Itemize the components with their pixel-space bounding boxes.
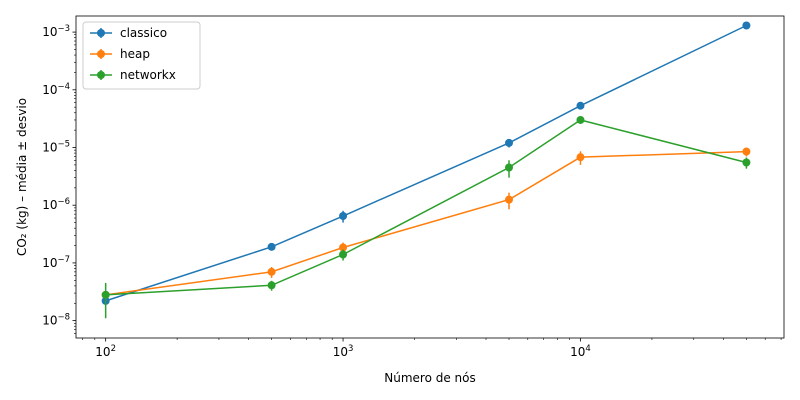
series-networkx bbox=[101, 115, 751, 319]
plot-layer bbox=[101, 21, 751, 319]
data-point bbox=[267, 267, 276, 276]
legend-box bbox=[82, 21, 201, 90]
legend-marker bbox=[97, 50, 105, 58]
series-line-classico bbox=[105, 24, 747, 302]
series-line-networkx bbox=[105, 119, 747, 296]
legend-entry-heap: heap bbox=[90, 47, 150, 61]
y-tick-label: 10−5 bbox=[42, 140, 70, 155]
legend-marker bbox=[97, 71, 105, 79]
legend-entry-classico: classico bbox=[90, 26, 167, 40]
y-tick-label: 10−3 bbox=[42, 24, 70, 39]
series-classico bbox=[101, 21, 751, 305]
legend-label: networkx bbox=[120, 68, 176, 82]
data-point bbox=[339, 212, 348, 221]
data-point bbox=[339, 250, 348, 259]
series-heap bbox=[101, 147, 751, 299]
x-tick-label: 103 bbox=[333, 344, 354, 359]
legend-marker bbox=[97, 29, 105, 37]
legend-label: classico bbox=[120, 26, 167, 40]
y-tick-label: 10−4 bbox=[42, 82, 70, 97]
legend: classico heap networkx bbox=[82, 21, 201, 90]
data-point bbox=[742, 158, 751, 167]
data-point bbox=[505, 138, 514, 147]
data-point bbox=[505, 163, 514, 172]
y-tick-label: 10−8 bbox=[42, 313, 70, 328]
data-point bbox=[339, 243, 348, 252]
y-tick-label: 10−6 bbox=[42, 197, 70, 212]
plot-frame bbox=[75, 15, 785, 339]
data-point bbox=[267, 242, 276, 251]
data-point bbox=[742, 21, 751, 30]
y-tick-label: 10−7 bbox=[42, 255, 70, 270]
data-point bbox=[576, 115, 585, 124]
y-axis-label: CO₂ (kg) – média ± desvio bbox=[15, 98, 29, 256]
data-point bbox=[576, 153, 585, 162]
data-point bbox=[742, 147, 751, 156]
ticks-layer: 102 103 104 10−8 10−7 10−6 10−5 10−4 10−3 bbox=[42, 24, 782, 359]
x-tick-label: 102 bbox=[95, 344, 116, 359]
data-point bbox=[576, 101, 585, 110]
data-point bbox=[267, 281, 276, 290]
data-point bbox=[101, 290, 110, 299]
legend-entry-networkx: networkx bbox=[90, 68, 176, 82]
x-tick-label: 104 bbox=[570, 344, 591, 359]
data-point bbox=[505, 195, 514, 204]
legend-label: heap bbox=[120, 47, 150, 61]
x-axis-label: Número de nós bbox=[384, 371, 476, 385]
series-line-heap bbox=[105, 150, 747, 296]
